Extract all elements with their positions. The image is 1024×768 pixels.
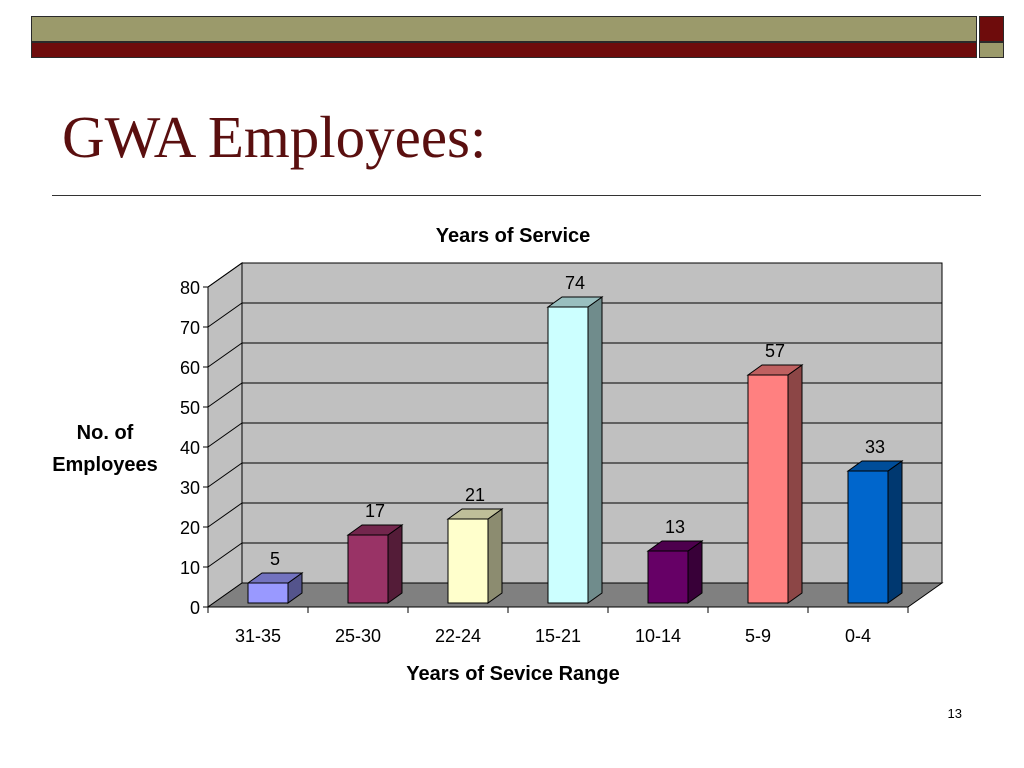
title-divider	[52, 195, 981, 196]
data-label: 33	[865, 437, 885, 457]
bar-22-24	[446, 508, 504, 604]
bar-front	[447, 518, 489, 604]
y-tick-label: 0	[190, 598, 200, 618]
y-tick-label: 70	[180, 318, 200, 338]
y-tick-label: 40	[180, 438, 200, 458]
bar-front	[647, 550, 689, 604]
bar-front	[247, 582, 289, 604]
bar-5-9	[746, 364, 804, 604]
y-tick-label: 50	[180, 398, 200, 418]
gridline	[207, 462, 942, 488]
x-tick-label: 22-24	[435, 626, 481, 646]
x-tick-label: 5-9	[745, 626, 771, 646]
y-axis-label: No. of Employees	[52, 422, 158, 476]
bar-side	[787, 364, 803, 604]
page-number: 13	[947, 706, 962, 721]
bar-15-21	[546, 296, 604, 604]
bar-31-35	[246, 572, 304, 604]
y-tick-label: 10	[180, 558, 200, 578]
header-band-red	[31, 42, 977, 58]
gridline	[207, 342, 942, 368]
y-tick-label: 80	[180, 278, 200, 298]
y-tick-label: 30	[180, 478, 200, 498]
bar-side	[687, 540, 703, 604]
data-label: 57	[765, 341, 785, 361]
chart-title: Years of Service	[436, 225, 591, 247]
data-label: 5	[270, 549, 280, 569]
bar-side	[587, 296, 603, 604]
data-label: 74	[565, 273, 585, 293]
gridline	[207, 382, 942, 408]
header-square-olive	[979, 42, 1004, 58]
header-square-red	[979, 16, 1004, 42]
y-tick-label: 60	[180, 358, 200, 378]
y-axis-label-line: No. of	[77, 422, 134, 444]
bar-front	[547, 306, 589, 604]
bar-front	[747, 374, 789, 604]
gridline	[207, 542, 942, 568]
header-band-olive	[31, 16, 977, 42]
gridline	[207, 422, 942, 448]
bar-0-4	[846, 460, 904, 604]
slide-title: GWA Employees:	[62, 104, 487, 170]
x-tick-label: 0-4	[845, 626, 871, 646]
bar-side	[487, 508, 503, 604]
data-label: 13	[665, 517, 685, 537]
bar-side	[387, 524, 403, 604]
x-tick-label: 25-30	[335, 626, 381, 646]
bar-front	[847, 470, 889, 604]
data-label: 21	[465, 485, 485, 505]
gridline	[207, 502, 942, 528]
y-axis-label-line: Employees	[52, 454, 158, 476]
y-tick-label: 20	[180, 518, 200, 538]
bar-front	[347, 534, 389, 604]
plot-area: 0 10 20 30 40 50 60 70 80 5 31-35 17 25-30 21 22-24 74 1…	[180, 262, 944, 646]
x-tick-label: 10-14	[635, 626, 681, 646]
gridline	[207, 262, 942, 288]
x-tick-label: 15-21	[535, 626, 581, 646]
bar-10-14	[646, 540, 704, 604]
data-label: 17	[365, 501, 385, 521]
bar-25-30	[346, 524, 404, 604]
gridline	[207, 302, 942, 328]
x-tick-label: 31-35	[235, 626, 281, 646]
x-axis-label: Years of Sevice Range	[406, 663, 619, 685]
bar-side	[887, 460, 903, 604]
